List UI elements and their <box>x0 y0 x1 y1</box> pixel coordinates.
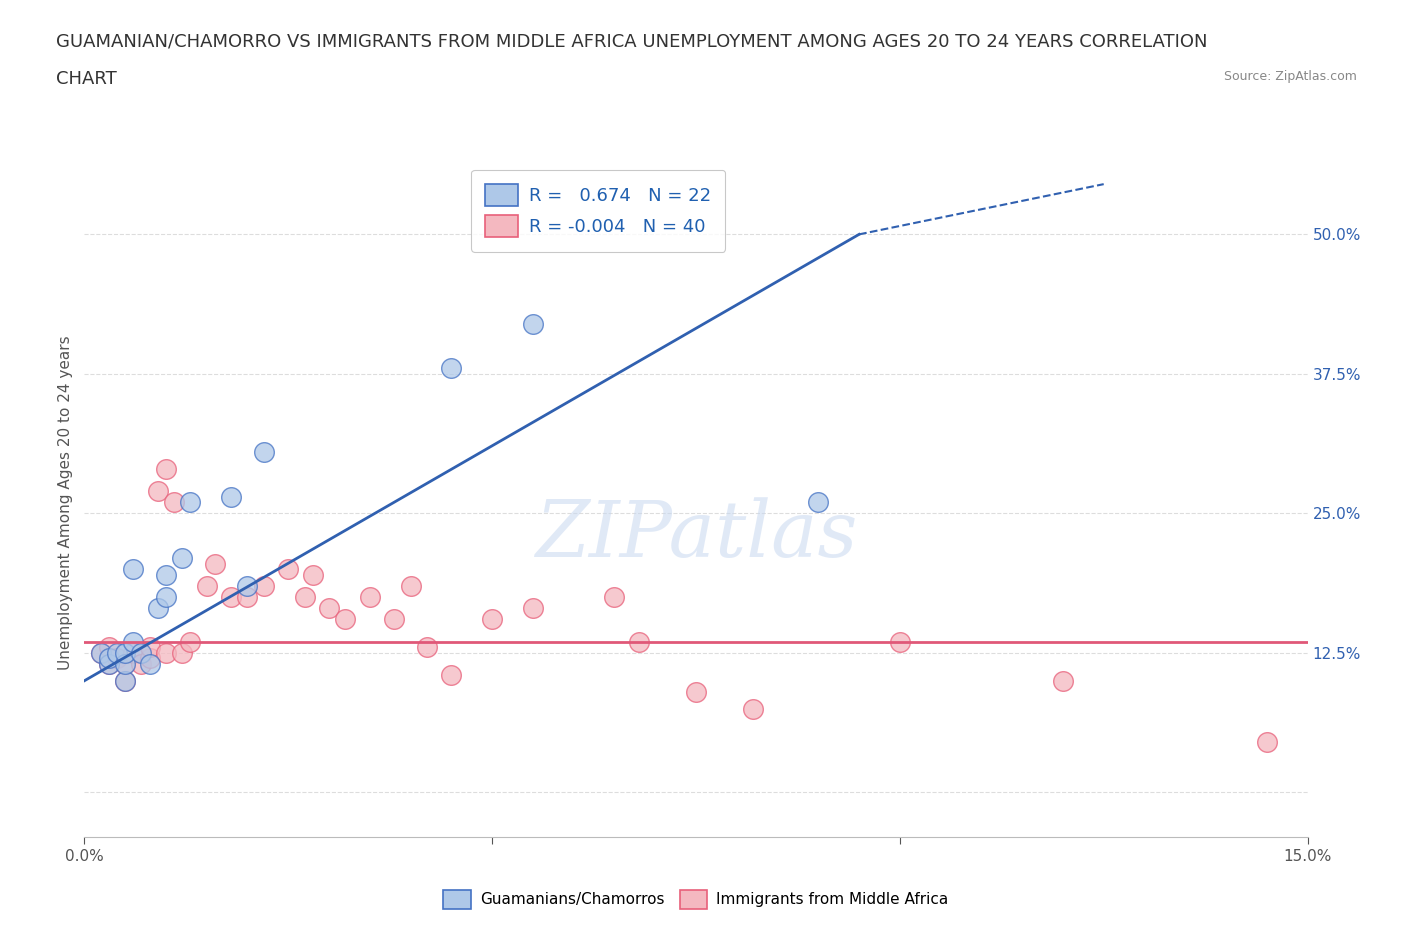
Point <box>807 495 830 510</box>
Point <box>138 651 160 666</box>
Point <box>416 640 439 655</box>
Point <box>1256 735 1278 750</box>
Point <box>522 601 544 616</box>
Point <box>603 590 626 604</box>
Point <box>399 578 422 593</box>
Y-axis label: Unemployment Among Ages 20 to 24 years: Unemployment Among Ages 20 to 24 years <box>58 335 73 670</box>
Point <box>138 640 160 655</box>
Point <box>219 489 242 504</box>
Point <box>382 612 405 627</box>
Point <box>97 657 120 671</box>
Point <box>301 567 323 582</box>
Point <box>155 567 177 582</box>
Point <box>172 551 194 565</box>
Point <box>90 645 112 660</box>
Point <box>163 495 186 510</box>
Point <box>236 590 259 604</box>
Point <box>335 612 357 627</box>
Point <box>179 495 201 510</box>
Point <box>146 484 169 498</box>
Point <box>122 634 145 649</box>
Point <box>97 640 120 655</box>
Point <box>131 645 153 660</box>
Point <box>318 601 340 616</box>
Point <box>253 445 276 459</box>
Point <box>172 645 194 660</box>
Point <box>138 657 160 671</box>
Point <box>122 562 145 577</box>
Point <box>97 651 120 666</box>
Point <box>195 578 218 593</box>
Point <box>685 684 707 699</box>
Point <box>204 556 226 571</box>
Point <box>155 590 177 604</box>
Point <box>114 673 136 688</box>
Point <box>97 657 120 671</box>
Point <box>114 657 136 671</box>
Point <box>155 645 177 660</box>
Point <box>105 651 128 666</box>
Point <box>114 645 136 660</box>
Point <box>359 590 381 604</box>
Point <box>1052 673 1074 688</box>
Point <box>90 645 112 660</box>
Point <box>155 461 177 476</box>
Text: CHART: CHART <box>56 70 117 87</box>
Point <box>440 361 463 376</box>
Point <box>522 316 544 331</box>
Point <box>253 578 276 593</box>
Point <box>294 590 316 604</box>
Point <box>146 601 169 616</box>
Text: Source: ZipAtlas.com: Source: ZipAtlas.com <box>1223 70 1357 83</box>
Text: ZIPatlas: ZIPatlas <box>534 498 858 574</box>
Point <box>236 578 259 593</box>
Point <box>131 657 153 671</box>
Point <box>219 590 242 604</box>
Point <box>114 673 136 688</box>
Point <box>122 645 145 660</box>
Text: GUAMANIAN/CHAMORRO VS IMMIGRANTS FROM MIDDLE AFRICA UNEMPLOYMENT AMONG AGES 20 T: GUAMANIAN/CHAMORRO VS IMMIGRANTS FROM MI… <box>56 33 1208 50</box>
Point <box>889 634 911 649</box>
Point <box>440 668 463 683</box>
Point <box>114 657 136 671</box>
Legend: Guamanians/Chamorros, Immigrants from Middle Africa: Guamanians/Chamorros, Immigrants from Mi… <box>436 883 956 916</box>
Point <box>105 645 128 660</box>
Point <box>179 634 201 649</box>
Point <box>277 562 299 577</box>
Point <box>481 612 503 627</box>
Point <box>627 634 650 649</box>
Point <box>742 701 765 716</box>
